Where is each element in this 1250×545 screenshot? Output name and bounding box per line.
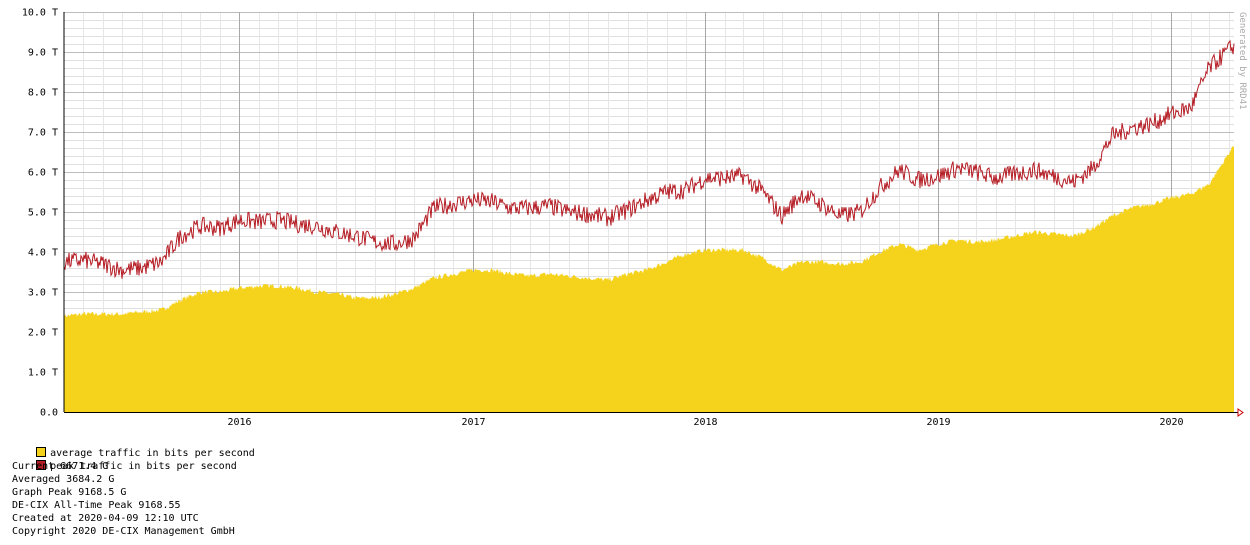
axes: 0.0 1.0 T 2.0 T 3.0 T 4.0 T 5.0 T 6.0 T 7.0 T 8.… xyxy=(22,8,1244,428)
y-tick-label: 8.0 T xyxy=(28,88,58,99)
x-tick-label: 2018 xyxy=(693,417,717,428)
averaged-value: Averaged 3684.2 G xyxy=(12,474,115,485)
copyright-text: Copyright 2020 DE-CIX Management GmbH xyxy=(12,526,235,537)
graph-peak-value: Graph Peak 9168.5 G xyxy=(12,487,127,498)
traffic-chart: 0.0 1.0 T 2.0 T 3.0 T 4.0 T 5.0 T 6.0 T 7.0 T 8.… xyxy=(22,8,1247,429)
y-tick-label: 6.0 T xyxy=(28,168,58,179)
y-tick-label: 5.0 T xyxy=(28,208,58,219)
average-traffic-area xyxy=(64,145,1234,413)
current-value: Current 6671.4 G xyxy=(12,461,109,472)
y-tick-label: 2.0 T xyxy=(28,328,58,339)
x-tick-label: 2019 xyxy=(926,417,950,428)
x-tick-label: 2016 xyxy=(227,417,251,428)
x-tick-label: 2020 xyxy=(1159,417,1183,428)
alltime-peak-value: DE-CIX All-Time Peak 9168.55 xyxy=(12,500,181,511)
peak-label: peak traffic in bits per second xyxy=(50,461,237,472)
x-tick-label: 2017 xyxy=(461,417,485,428)
watermark-text: Generated by RRD41 xyxy=(1237,12,1247,110)
y-tick-label: 4.0 T xyxy=(28,248,58,259)
y-tick-label: 10.0 T xyxy=(22,8,58,19)
average-label: average traffic in bits per second xyxy=(50,448,255,459)
series-layer xyxy=(63,39,1235,413)
average-swatch xyxy=(36,447,47,457)
legend-average: average traffic in bits per second xyxy=(12,434,255,459)
y-tick-label: 0.0 xyxy=(40,408,58,419)
y-tick-label: 7.0 T xyxy=(28,128,58,139)
peak-swatch xyxy=(36,460,47,470)
x-axis-arrow xyxy=(1237,408,1244,417)
created-timestamp: Created at 2020-04-09 12:10 UTC xyxy=(12,513,199,524)
y-tick-label: 9.0 T xyxy=(28,48,58,59)
peak-traffic-line xyxy=(63,39,1235,279)
y-tick-label: 3.0 T xyxy=(28,288,58,299)
legend-peak: peak traffic in bits per second xyxy=(12,447,255,472)
legend: average traffic in bits per second peak … xyxy=(12,434,255,538)
y-tick-label: 1.0 T xyxy=(28,368,58,379)
